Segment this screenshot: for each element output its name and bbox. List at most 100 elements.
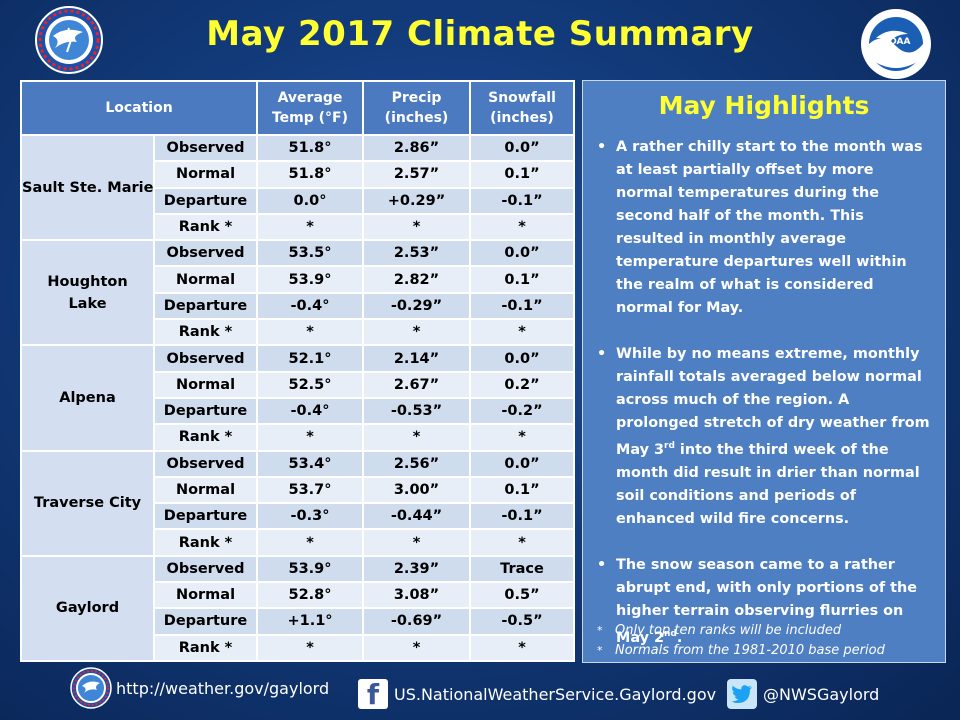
- twitter-handle[interactable]: @NWSGaylord: [763, 684, 880, 704]
- temp-cell: 0.0°: [256, 186, 364, 215]
- precip-cell: 2.53”: [362, 239, 471, 268]
- highlight-item: • The snow season came to a rather abrup…: [597, 554, 931, 650]
- precip-cell: 2.39”: [362, 554, 471, 584]
- station-name: Sault Ste. Marie: [20, 133, 155, 242]
- station-name: Houghton Lake: [20, 239, 155, 347]
- table-row: Normal 52.5° 2.67” 0.2”: [21, 370, 575, 399]
- table-row: Normal 53.9° 2.82” 0.1”: [21, 265, 575, 294]
- precip-cell: 3.00”: [362, 475, 471, 505]
- table-row: Traverse City Observed 53.4° 2.56” 0.0”: [20, 449, 575, 557]
- footer-twitter[interactable]: @NWSGaylord: [727, 679, 879, 709]
- temp-cell: 52.5°: [256, 370, 364, 399]
- temp-cell: 51.8°: [256, 160, 364, 189]
- snow-cell: *: [469, 633, 575, 662]
- temp-cell: -0.3°: [256, 502, 364, 531]
- footer-facebook[interactable]: f US.NationalWeatherService.Gaylord.gov: [358, 679, 716, 709]
- table-row: Sault Ste. Marie Observed 51.8° 2.86” 0.…: [20, 133, 575, 242]
- snow-cell: *: [469, 318, 575, 347]
- table-row: Alpena Observed 52.1° 2.14” 0.0”: [20, 344, 575, 452]
- climate-table: Location Average Temp (°F) Precip (inches)…: [20, 80, 575, 662]
- table-row: Rank * * * *: [21, 633, 575, 662]
- row-label: Observed: [153, 449, 258, 478]
- table-row: Rank * * * *: [21, 528, 575, 557]
- precip-cell: 2.86”: [362, 133, 471, 163]
- highlights-list: • A rather chilly start to the month was…: [597, 136, 931, 650]
- precip-cell: -0.53”: [362, 396, 471, 426]
- row-label: Normal: [153, 265, 258, 294]
- row-label: Normal: [153, 160, 258, 189]
- table-header-row: Location Average Temp (°F) Precip (inches)…: [20, 80, 575, 136]
- table-row: Departure -0.3° -0.44” -0.1”: [21, 502, 575, 531]
- table-row: Departure -0.4° -0.29” -0.1”: [21, 291, 575, 321]
- snow-cell: Trace: [469, 554, 575, 584]
- table-row: Departure -0.4° -0.53” -0.2”: [21, 396, 575, 426]
- snow-cell: 0.1”: [469, 160, 575, 189]
- table-row: Rank * * * *: [21, 318, 575, 347]
- snow-cell: -0.1”: [469, 502, 575, 531]
- precip-cell: *: [362, 212, 471, 242]
- table-row: Houghton Lake Observed 53.5° 2.53” 0.0”: [20, 239, 575, 347]
- snow-cell: 0.2”: [469, 370, 575, 399]
- nws-logo: [35, 6, 103, 74]
- snow-cell: 0.0”: [469, 239, 575, 268]
- precip-cell: *: [362, 633, 471, 662]
- website-link[interactable]: http://weather.gov/gaylord: [116, 678, 330, 698]
- temp-cell: 53.9°: [256, 265, 364, 294]
- noaa-logo: NOAA: [861, 9, 931, 79]
- highlight-item: • While by no means extreme, monthly rai…: [597, 343, 931, 531]
- precip-cell: -0.29”: [362, 291, 471, 321]
- table-row: Departure 0.0° +0.29” -0.1”: [21, 186, 575, 215]
- header-precip: Precip (inches): [362, 80, 471, 136]
- row-label: Observed: [153, 344, 258, 373]
- temp-cell: *: [256, 528, 364, 557]
- row-label: Rank *: [153, 633, 258, 662]
- bullet-icon: •: [597, 556, 607, 573]
- table-row: Normal 51.8° 2.57” 0.1”: [21, 160, 575, 189]
- precip-cell: *: [362, 423, 471, 452]
- footnote: * Only top ten ranks will be included: [597, 623, 842, 638]
- nws-small-logo-icon: [70, 667, 112, 709]
- highlight-text: The snow season came to a rather abrupt …: [616, 556, 917, 646]
- highlights-title: May Highlights: [658, 91, 870, 120]
- precip-cell: -0.44”: [362, 502, 471, 531]
- precip-cell: 2.67”: [362, 370, 471, 399]
- twitter-icon: [727, 679, 757, 709]
- temp-cell: 52.1°: [256, 344, 364, 373]
- snow-cell: -0.1”: [469, 186, 575, 215]
- header-location: Location: [20, 80, 258, 136]
- station-name: Traverse City: [20, 449, 155, 557]
- precip-cell: *: [362, 528, 471, 557]
- snow-cell: *: [469, 212, 575, 242]
- climate-table-wrapper: Location Average Temp (°F) Precip (inches)…: [20, 80, 575, 663]
- station-name: Alpena: [20, 344, 155, 452]
- precip-cell: 2.56”: [362, 449, 471, 478]
- precip-cell: 2.57”: [362, 160, 471, 189]
- temp-cell: *: [256, 318, 364, 347]
- snow-cell: -0.5”: [469, 607, 575, 636]
- table-row: Gaylord Observed 53.9° 2.39” Trace: [20, 554, 575, 662]
- highlight-item: • A rather chilly start to the month was…: [597, 136, 931, 320]
- noaa-logo-text: NOAA: [882, 37, 911, 47]
- page-title: May 2017 Climate Summary: [206, 14, 754, 54]
- table-row: Normal 53.7° 3.00” 0.1”: [21, 475, 575, 505]
- row-label: Normal: [153, 581, 258, 610]
- header-snowfall: Snowfall (inches): [469, 80, 575, 136]
- temp-cell: *: [256, 212, 364, 242]
- temp-cell: -0.4°: [256, 291, 364, 321]
- station-name: Gaylord: [20, 554, 155, 662]
- snow-cell: -0.2”: [469, 396, 575, 426]
- snow-cell: 0.0”: [469, 133, 575, 163]
- table-row: Rank * * * *: [21, 423, 575, 452]
- precip-cell: 2.82”: [362, 265, 471, 294]
- table-row: Departure +1.1° -0.69” -0.5”: [21, 607, 575, 636]
- footnotes: * Only top ten ranks will be included * No…: [597, 621, 885, 661]
- temp-cell: 53.4°: [256, 449, 364, 478]
- row-label: Departure: [153, 396, 258, 426]
- row-label: Normal: [153, 370, 258, 399]
- facebook-icon: f: [358, 679, 388, 709]
- facebook-link[interactable]: US.NationalWeatherService.Gaylord.gov: [394, 684, 717, 704]
- header-temp: Average Temp (°F): [256, 80, 364, 136]
- footer-website[interactable]: http://weather.gov/gaylord: [70, 667, 330, 709]
- precip-cell: +0.29”: [362, 186, 471, 215]
- row-label: Rank *: [153, 318, 258, 347]
